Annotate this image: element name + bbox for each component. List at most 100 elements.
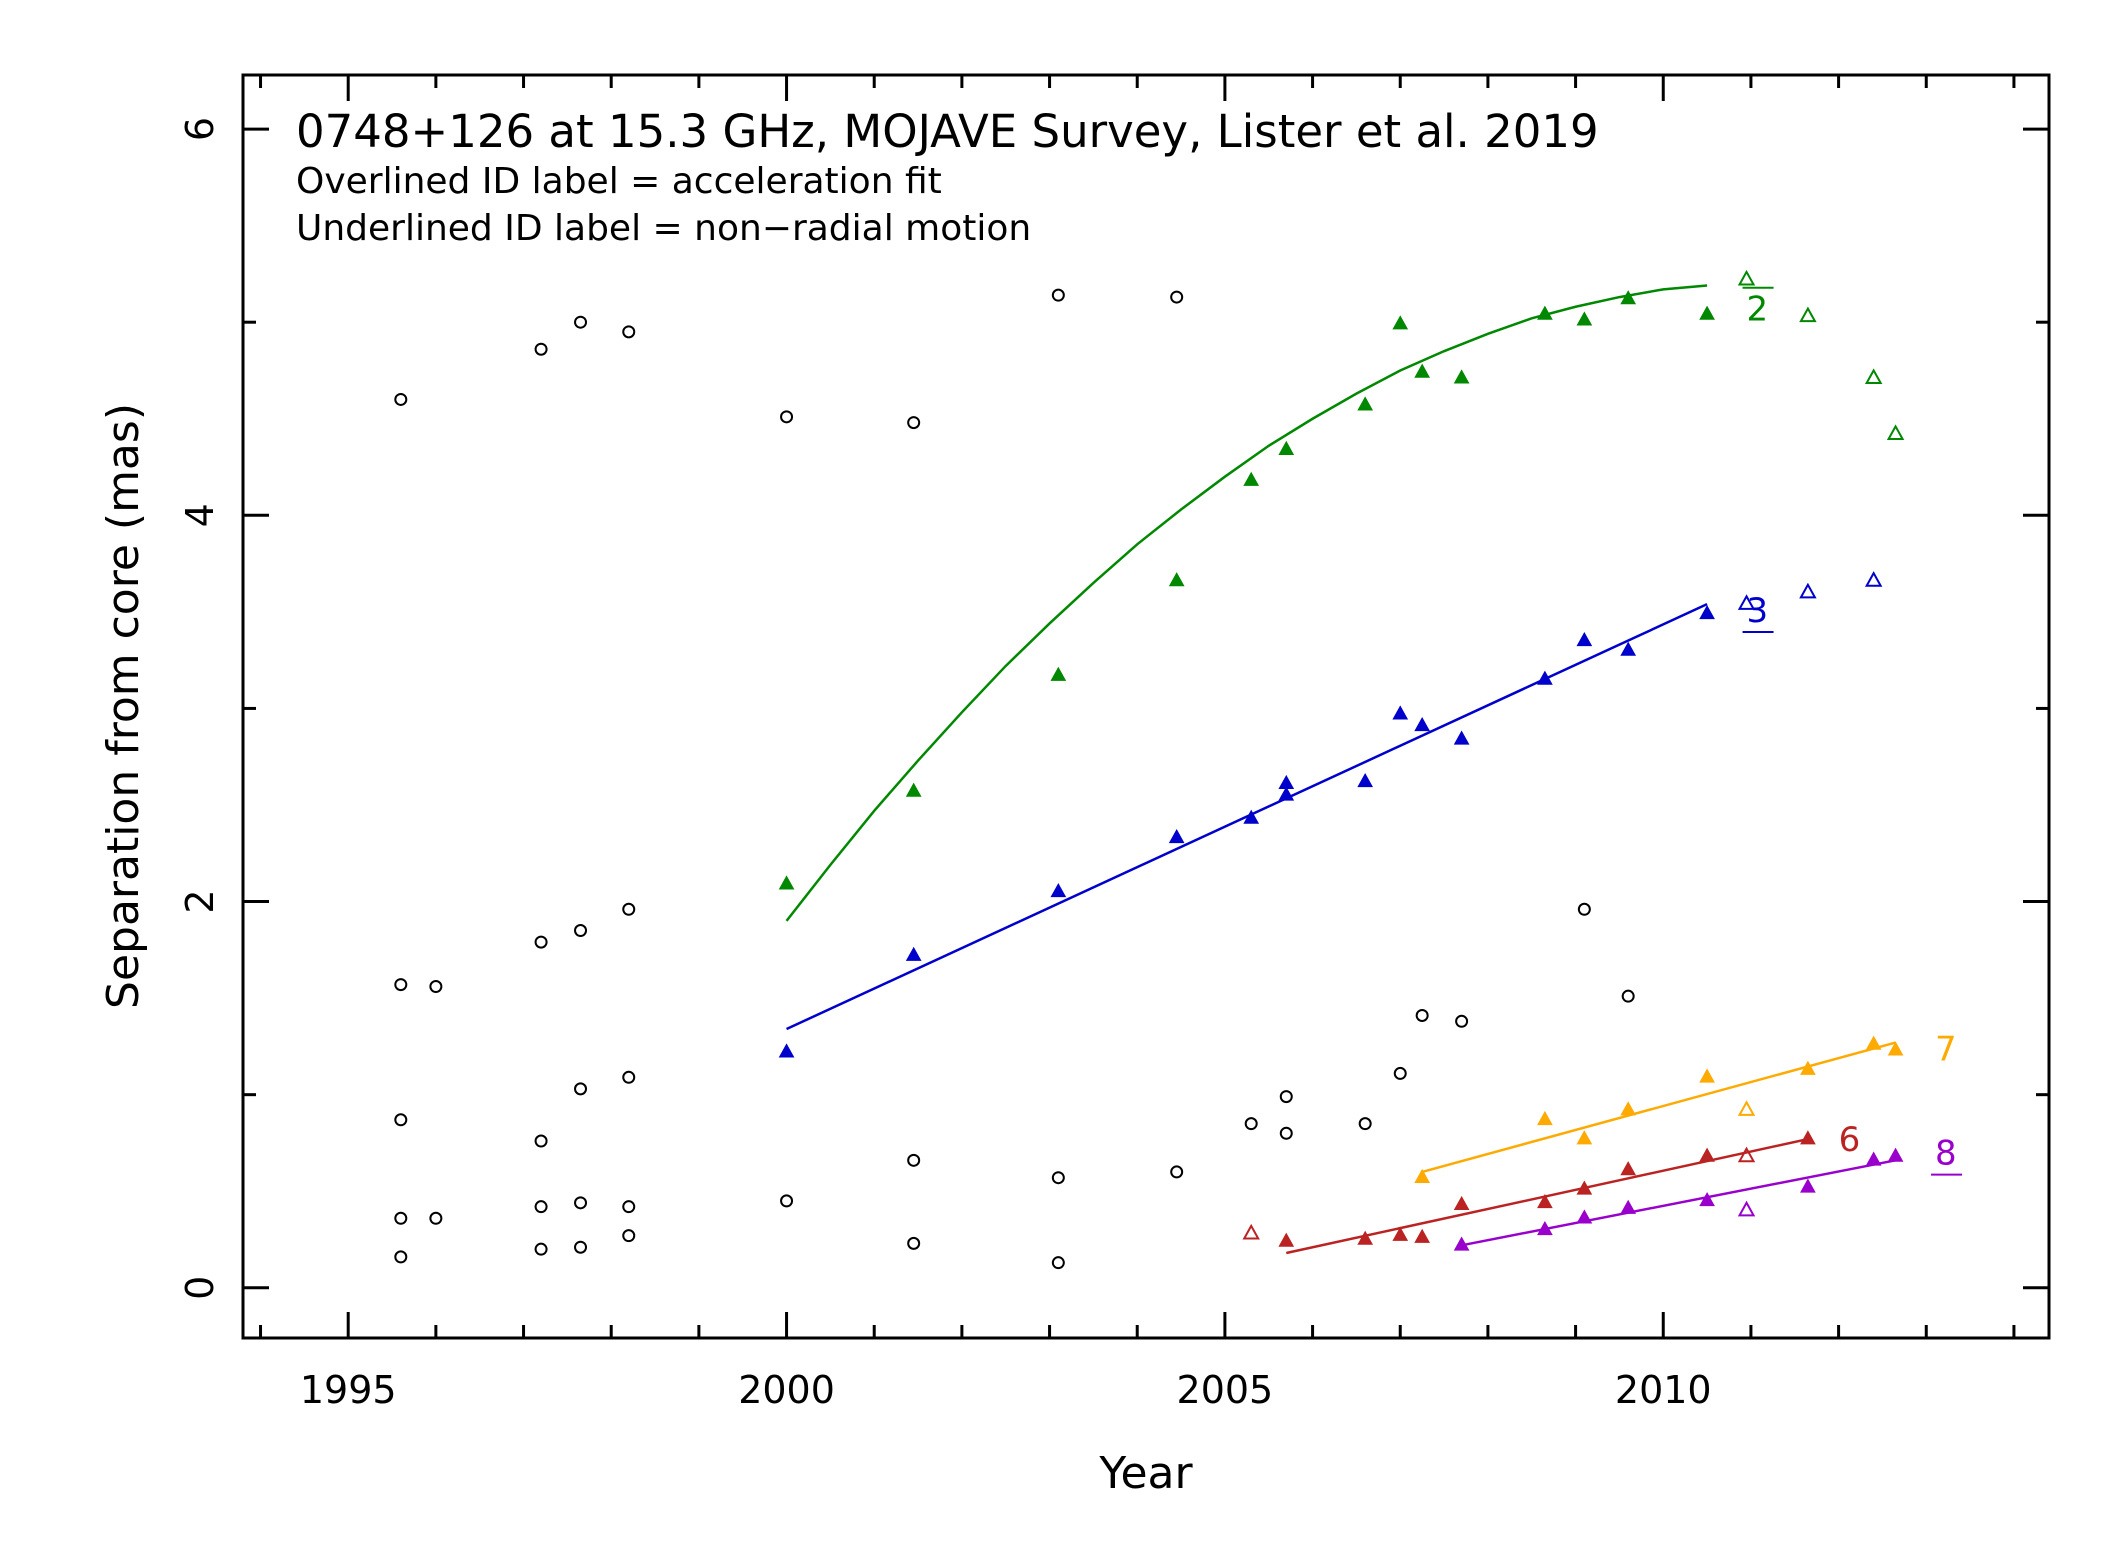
point-7 [1537,1110,1553,1126]
unassigned-point [394,1113,408,1127]
point-3 [1699,604,1715,620]
unassigned-point [1455,1014,1469,1028]
point-8 [1537,1221,1553,1236]
point-2 [1050,666,1067,681]
unassigned-point [1051,1256,1065,1270]
excluded-point-2 [1737,269,1756,286]
unassigned-point [574,1240,588,1254]
y-tick-label: 0 [178,1276,222,1300]
fit-line-2 [785,284,1708,922]
point-2 [1392,315,1409,330]
point-3 [1537,670,1553,685]
unassigned-point [1051,288,1065,302]
chart-subtitle-1: Overlined ID label = acceleration fit [296,161,942,202]
point-7 [1576,1130,1593,1145]
point-3 [1278,786,1295,801]
component-id-labels: 2 3 6 7 8 [1742,286,1963,1176]
point-7 [1865,1035,1882,1050]
unassigned-point [534,1242,548,1256]
tick-labels: 1995 2000 2005 2010 0 2 4 6 [178,117,1712,1412]
unassigned-point [1279,1090,1293,1104]
fit-line-7 [1421,1041,1896,1174]
point-8 [1620,1199,1637,1214]
id-label-7: 7 [1935,1029,1957,1069]
point-6 [1576,1180,1593,1195]
unassigned-point [574,924,588,938]
unassigned-point [429,980,443,994]
x-tick-label: 2010 [1615,1368,1712,1412]
unassigned-point [622,325,636,339]
point-3 [1620,641,1637,656]
plot-frame [241,73,2051,1340]
point-3 [778,1043,795,1058]
point-3 [905,946,922,961]
excluded-point-2 [1886,424,1905,440]
point-7 [1887,1041,1904,1056]
excluded-point-3 [1737,594,1756,610]
point-2 [1278,440,1295,455]
y-tick-label: 2 [178,889,222,913]
point-8 [1800,1178,1816,1193]
unassigned-point [780,1194,794,1208]
axis-ticks [243,75,2049,1338]
unassigned-point [574,1082,588,1096]
unassigned-point [780,410,794,424]
unassigned-point [394,978,408,992]
point-2 [1243,471,1260,486]
unassigned-point [907,416,921,430]
unassigned-point [1051,1171,1065,1185]
unassigned-point [907,1236,921,1250]
point-2 [1168,572,1185,587]
point-2 [1699,305,1715,320]
unassigned-point [1415,1008,1429,1022]
y-tick-label: 4 [178,503,222,527]
point-3 [1050,883,1067,898]
unassigned-point [394,392,408,406]
point-8 [1699,1192,1715,1207]
point-8 [1887,1147,1904,1162]
point-7 [1699,1068,1715,1083]
unassigned-point [534,1134,548,1148]
unassigned-point [394,1211,408,1225]
fit-line-3 [786,603,1708,1031]
point-7 [1800,1060,1816,1075]
chart-subtitle-2: Underlined ID label = non−radial motion [296,208,1031,249]
unassigned-point [1358,1117,1372,1131]
x-tick-label: 2005 [1177,1368,1274,1412]
point-2 [778,875,795,890]
point-6 [1357,1230,1374,1245]
point-3 [1168,828,1185,844]
point-6 [1699,1147,1715,1162]
unassigned-point [534,342,548,356]
unassigned-point [574,1196,588,1210]
fit-line-6 [1286,1137,1809,1255]
unassigned-point [907,1153,921,1167]
unassigned-point [1577,902,1591,916]
unassigned-point [429,1211,443,1225]
unassigned-point [1621,989,1635,1003]
point-3 [1576,631,1593,647]
point-2 [1620,290,1637,305]
unassigned-point [1393,1066,1407,1080]
x-tick-label: 1995 [300,1368,397,1412]
unassigned-point [1244,1117,1258,1131]
fit-line-8 [1461,1159,1896,1247]
excluded-point-3 [1864,571,1883,587]
point-2 [1414,363,1431,378]
point-8 [1453,1236,1470,1251]
point-3 [1357,772,1374,788]
id-label-8: 8 [1935,1134,1957,1174]
unassigned-point [534,1200,548,1214]
point-2 [905,782,922,797]
excluded-point-7 [1737,1100,1756,1116]
unassigned-point [394,1250,408,1264]
unassigned-point [1170,1165,1184,1179]
y-tick-label: 6 [178,117,222,141]
point-2 [1453,369,1470,384]
point-8 [1576,1209,1593,1224]
point-6 [1414,1228,1431,1243]
point-6 [1620,1161,1637,1176]
excluded-point-8 [1737,1200,1756,1217]
point-2 [1537,305,1553,320]
